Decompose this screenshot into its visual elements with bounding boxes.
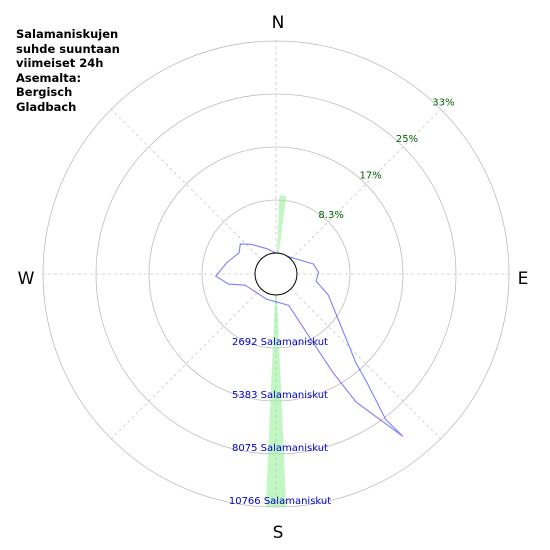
percent-ring-label: 33% — [432, 98, 454, 109]
percent-ring-label: 17% — [360, 170, 382, 181]
polar-grid — [42, 40, 510, 508]
title-line: viimeiset 24h — [16, 56, 104, 70]
percent-ring-label: 25% — [396, 134, 418, 145]
count-ring-label: 5383 Salamaniskut — [232, 390, 328, 401]
title-line: Bergisch — [16, 85, 73, 99]
percent-sectors — [265, 195, 287, 507]
percent-sector — [265, 294, 287, 507]
count-series — [214, 243, 404, 437]
count-ring-label: 8075 Salamaniskut — [232, 443, 328, 454]
grid-spoke — [110, 108, 262, 260]
compass-label-e: E — [518, 269, 529, 289]
compass-label-w: W — [18, 269, 35, 289]
compass-label-n: N — [272, 13, 285, 33]
title-line: Gladbach — [16, 99, 77, 114]
grid-spoke — [110, 288, 262, 440]
grid-spoke — [290, 288, 442, 440]
title-line: Salamaniskujen — [16, 27, 119, 41]
title-line: suhde suuntaan — [16, 41, 120, 56]
count-ring-label: 10766 Salamaniskut — [229, 496, 331, 507]
center-disc — [254, 252, 298, 296]
grid-spoke — [290, 108, 442, 260]
chart-title: Salamaniskujen suhde suuntaan viimeiset … — [16, 27, 120, 114]
percent-ring-label: 8.3% — [318, 210, 343, 221]
ring-labels: 8.3% 17% 25% 33% 2692 Salamaniskut 5383 Salam… — [229, 98, 455, 507]
center-circle — [254, 252, 298, 296]
compass-label-s: S — [273, 523, 284, 543]
count-ring-label: 2692 Salamaniskut — [232, 337, 328, 348]
percent-sector — [276, 195, 287, 254]
count-series-line — [214, 243, 404, 437]
title-line: Asemalta: — [16, 70, 82, 85]
